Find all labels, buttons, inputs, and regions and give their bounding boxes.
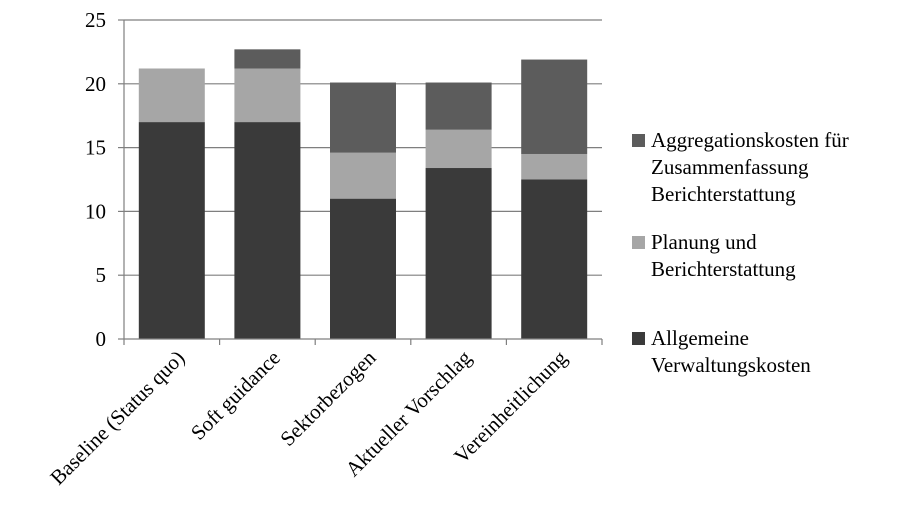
y-tick-label: 20 xyxy=(85,72,106,96)
bar-segment xyxy=(234,49,301,69)
y-tick-label: 15 xyxy=(85,136,106,160)
x-tick-label: Soft guidance xyxy=(186,346,285,445)
bar-segment xyxy=(521,59,588,154)
x-tick-labels: Baseline (Status quo)Soft guidanceSektor… xyxy=(45,345,572,489)
bar-segment xyxy=(425,82,492,130)
legend-item-allgemeine: Allgemeine Verwaltungskosten xyxy=(632,325,896,379)
legend-item-aggregationskosten: Aggregationskosten für Zusammenfassung B… xyxy=(632,127,896,208)
y-tick-label: 25 xyxy=(85,8,106,32)
y-tick-label: 0 xyxy=(96,327,107,351)
legend-label-planung: Planung und Berichterstattung xyxy=(651,230,796,281)
bar-segment xyxy=(330,152,396,199)
legend-swatch-allgemeine xyxy=(632,332,645,345)
bar-segment xyxy=(425,168,492,339)
x-tick-label: Sektorbezogen xyxy=(275,345,381,451)
bar-segment xyxy=(234,68,301,123)
bar-segment xyxy=(138,122,205,339)
legend-swatch-planung xyxy=(632,236,645,249)
bar-segment xyxy=(330,82,396,153)
bar-segment xyxy=(138,68,205,123)
y-tick-label: 5 xyxy=(96,263,107,287)
bars xyxy=(138,49,588,339)
legend-item-planung: Planung und Berichterstattung xyxy=(632,229,896,283)
legend-label-aggregationskosten: Aggregationskosten für Zusammenfassung B… xyxy=(651,128,849,206)
bar-segment xyxy=(425,129,492,169)
legend-label-allgemeine: Allgemeine Verwaltungskosten xyxy=(651,326,811,377)
y-tick-labels: 0 5 10 15 20 25 xyxy=(85,8,106,351)
axes xyxy=(118,19,603,345)
legend-swatch-aggregationskosten xyxy=(632,134,645,147)
bar-segment xyxy=(330,198,396,339)
bar-segment xyxy=(521,179,588,339)
legend: Aggregationskosten für Zusammenfassung B… xyxy=(632,0,898,522)
y-tick-label: 10 xyxy=(85,199,106,223)
bar-segment xyxy=(521,153,588,180)
bar-segment xyxy=(234,122,301,339)
x-tick-label: Baseline (Status quo) xyxy=(45,346,189,490)
